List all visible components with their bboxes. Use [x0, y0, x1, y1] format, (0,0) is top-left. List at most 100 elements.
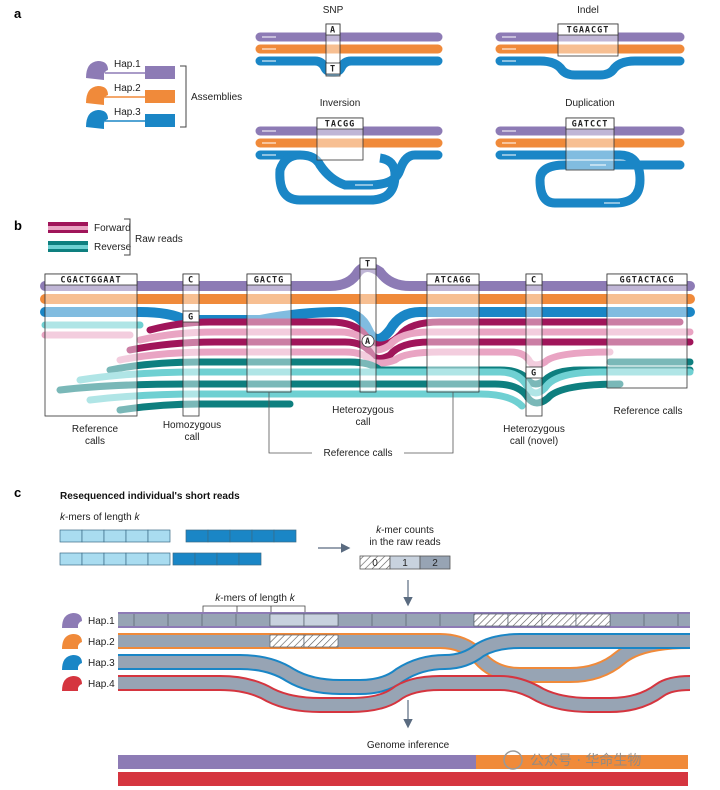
- kmer-counts-label-2: in the raw reads: [369, 537, 440, 548]
- seq-s6: C: [531, 276, 537, 286]
- reference-calls-left: Reference calls: [72, 424, 119, 447]
- hap3-person-icon: [86, 110, 108, 129]
- hap4-label-c: Hap.4: [88, 679, 115, 690]
- kmer-read-dark: [216, 552, 240, 566]
- count-2: 2: [432, 558, 438, 569]
- hap2-person-icon: [86, 86, 108, 105]
- seq-s2: C: [188, 276, 194, 286]
- kmer-count-legend: 0 1 2: [359, 555, 451, 570]
- kmer-count-1: [269, 613, 305, 627]
- heterozygous-novel-label: Heterozygous call (novel): [503, 424, 565, 447]
- snp-title: SNP: [323, 5, 344, 16]
- panel-a: a Hap.1 Hap.2 Hap.3 Assemblies: [14, 5, 685, 208]
- inferred-hap1-segment: [118, 755, 476, 769]
- reads-legend: Forward Reverse Raw reads: [48, 218, 183, 256]
- kmer-read-light: [125, 552, 149, 566]
- watermark-text: 公众号 · 华命生物: [530, 752, 641, 769]
- indel-diagram: Indel TGAACGT: [495, 5, 685, 80]
- inversion-sequence: TACGG: [325, 120, 356, 130]
- hap2-person-icon: [62, 634, 82, 649]
- kmer-read-dark: [185, 529, 209, 543]
- inversion-title: Inversion: [320, 98, 361, 109]
- kmer-count-0: [507, 613, 543, 627]
- duplication-title: Duplication: [565, 98, 614, 109]
- hap4-track: [118, 677, 691, 711]
- count-1: 1: [402, 558, 408, 569]
- count-0: 0: [372, 558, 378, 569]
- reference-calls-bottom: Reference calls: [324, 448, 393, 459]
- hap1-label: Hap.1: [114, 59, 141, 70]
- assemblies-bracket: [180, 65, 187, 128]
- watermark: 公众号 · 华命生物: [503, 750, 641, 770]
- hap1-person-icon: [62, 613, 82, 628]
- hap3-assembly-block: [145, 114, 175, 127]
- kmer-read-light: [147, 529, 171, 543]
- panel-c-label: c: [14, 485, 21, 500]
- hap3-track: [118, 635, 690, 693]
- hap2-label-c: Hap.2: [88, 637, 115, 648]
- seq-s6b: G: [531, 369, 537, 379]
- kmer-count-0: [541, 613, 577, 627]
- kmer-reads: [59, 529, 297, 566]
- inversion-diagram: Inversion TACGG: [255, 98, 443, 205]
- kmer-count-0: [575, 613, 611, 627]
- kmer-read-dark: [194, 552, 218, 566]
- snp-top-base: A: [330, 26, 336, 36]
- homozygous-call-label: Homozygous call: [163, 420, 221, 443]
- hap2-track: [118, 635, 691, 681]
- short-reads-title: Resequenced individual's short reads: [60, 491, 240, 502]
- kmer-counts-label-1: k-mer counts: [376, 525, 434, 536]
- kmer-read-dark: [273, 529, 297, 543]
- duplication-diagram: Duplication GATCCT: [495, 98, 685, 208]
- seq-s3: GACTG: [254, 276, 285, 286]
- seq-s1: CGACTGGAAT: [60, 276, 121, 286]
- indel-title: Indel: [577, 5, 599, 16]
- kmer-read-light: [81, 552, 105, 566]
- hap2-assembly-block: [145, 90, 175, 103]
- kmer-read-dark: [207, 529, 231, 543]
- heterozygous-call-label: Heterozygous call: [332, 405, 394, 428]
- seq-s4b: A: [365, 337, 371, 347]
- panel-c: c Resequenced individual's short reads k…: [14, 485, 691, 786]
- kmer-read-light: [81, 529, 105, 543]
- hap3-label-c: Hap.3: [88, 658, 115, 669]
- seq-s5: ATCAGG: [435, 276, 472, 286]
- wechat-icon: [503, 750, 523, 770]
- duplication-sequence: GATCCT: [572, 120, 609, 130]
- kmer-read-dark: [172, 552, 196, 566]
- hap-legend-c: Hap.1 Hap.2 Hap.3 Hap.4: [62, 613, 115, 691]
- kmer-read-light: [59, 529, 83, 543]
- hap4-person-icon: [62, 676, 82, 691]
- kmer-count-0: [303, 634, 339, 648]
- kmers-label: k-mers of length k: [60, 512, 140, 523]
- inferred-hap2-segment: [476, 755, 688, 769]
- seq-s4: T: [365, 260, 371, 270]
- kmer-count-0: [269, 634, 305, 648]
- reference-calls-right: Reference calls: [614, 406, 683, 417]
- kmer-read-dark: [229, 529, 253, 543]
- haplotype-legend: Hap.1 Hap.2 Hap.3 Assemblies: [86, 59, 242, 129]
- hap1-person-icon: [86, 61, 108, 80]
- snp-bottom-base: T: [330, 65, 336, 75]
- kmer-read-light: [103, 529, 127, 543]
- assemblies-label: Assemblies: [191, 92, 242, 103]
- kmer-count-0: [473, 613, 509, 627]
- hap2-label: Hap.2: [114, 83, 141, 94]
- kmer-count-1: [303, 613, 339, 627]
- hap3-label: Hap.3: [114, 107, 141, 118]
- seq-s2b: G: [188, 313, 194, 323]
- seq-s7: GGTACTACG: [619, 276, 674, 286]
- panel-b-label: b: [14, 218, 22, 233]
- kmer-read-light: [125, 529, 149, 543]
- snp-diagram: SNP A T: [255, 5, 443, 77]
- hap3-person-icon: [62, 655, 82, 670]
- kmer-read-light: [103, 552, 127, 566]
- indel-sequence: TGAACGT: [567, 26, 610, 36]
- hap1-label-c: Hap.1: [88, 616, 115, 627]
- genome-inference-label: Genome inference: [367, 740, 450, 751]
- inferred-hap4-segment: [118, 772, 688, 786]
- kmer-read-light: [59, 552, 83, 566]
- reverse-label: Reverse: [94, 242, 132, 253]
- panel-b: b Forward Reverse Raw reads: [14, 218, 695, 459]
